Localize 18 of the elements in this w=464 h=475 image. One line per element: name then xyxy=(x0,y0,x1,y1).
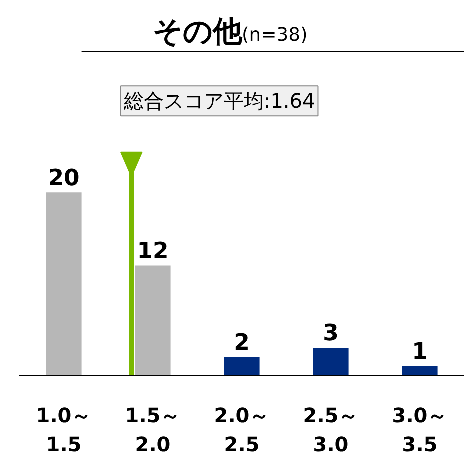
bar xyxy=(402,366,438,376)
chart-title: その他 xyxy=(153,14,243,49)
x-tick-label: 3.0～ 3.5 xyxy=(392,404,448,456)
bar xyxy=(313,348,349,376)
chart-subtitle: (n=38) xyxy=(242,24,308,46)
data-label: 20 xyxy=(48,165,80,192)
bar xyxy=(135,266,171,376)
x-tick-label: 1.5～ 2.0 xyxy=(125,404,181,456)
bar xyxy=(46,192,82,376)
data-label: 3 xyxy=(323,320,339,347)
x-tick-label: 1.0～ 1.5 xyxy=(36,404,92,456)
bar xyxy=(224,357,260,376)
ref-line-label: 総合スコア平均:1.64 xyxy=(122,89,316,114)
data-label: 12 xyxy=(137,238,169,264)
data-label: 2 xyxy=(234,330,250,356)
x-tick-label: 2.5～ 3.0 xyxy=(303,404,359,456)
x-tick-label: 2.0～ 2.5 xyxy=(214,404,270,456)
data-label: 1 xyxy=(412,339,428,366)
